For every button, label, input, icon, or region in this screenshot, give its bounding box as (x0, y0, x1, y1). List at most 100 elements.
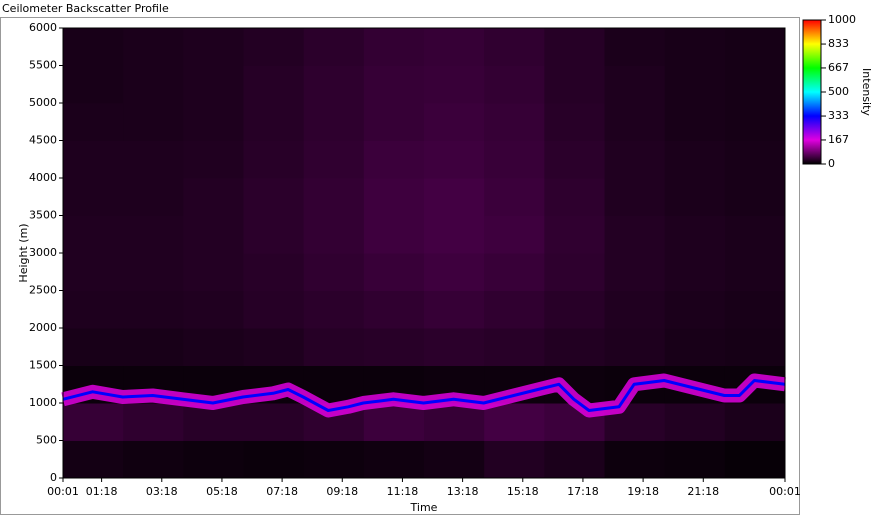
heat-cell (363, 253, 425, 291)
heat-cell (123, 65, 184, 104)
heat-cell (664, 215, 726, 254)
heat-cell (604, 28, 666, 66)
heat-cell (123, 328, 184, 366)
y-tick-label: 1500 (29, 359, 57, 372)
heat-cell (484, 215, 545, 254)
heat-cell (123, 403, 184, 441)
heat-cell (303, 103, 365, 141)
x-tick-label: 00:01 (769, 485, 801, 498)
heat-cell (63, 290, 124, 329)
heat-cell (424, 103, 485, 141)
y-tick-label: 6000 (29, 21, 57, 34)
y-tick-label: 2500 (29, 284, 57, 297)
heat-cell (183, 215, 244, 254)
heat-cell (123, 253, 184, 291)
heat-cell (604, 65, 666, 104)
x-tick-label: 17:18 (567, 485, 599, 498)
heat-cell (243, 178, 305, 216)
heat-cell (123, 290, 184, 329)
heat-cell (424, 403, 485, 441)
x-tick-label: 11:18 (387, 485, 419, 498)
heat-cell (724, 290, 786, 329)
heat-cell (544, 178, 605, 216)
y-tick-label: 1000 (29, 396, 57, 409)
heat-cell (363, 290, 425, 329)
heat-cell (243, 290, 305, 329)
heat-cell (544, 253, 605, 291)
heat-cell (544, 328, 605, 366)
heat-cell (243, 403, 305, 441)
heat-cell (544, 290, 605, 329)
heat-cell (303, 290, 365, 329)
colorbar-label: Intensity (860, 68, 873, 116)
heat-cell (724, 215, 786, 254)
heat-cell (243, 65, 305, 104)
heat-cell (724, 440, 786, 479)
heat-cell (604, 103, 666, 141)
heat-cell (243, 103, 305, 141)
heat-cell (123, 103, 184, 141)
heatmap (61, 28, 786, 479)
colorbar-tick-label: 500 (828, 85, 849, 98)
heat-cell (664, 328, 726, 366)
heat-cell (183, 103, 244, 141)
heat-cell (363, 215, 425, 254)
heat-cell (724, 178, 786, 216)
heat-cell (424, 215, 485, 254)
heat-cell (183, 253, 244, 291)
y-axis-label: Height (m) (17, 223, 30, 282)
heat-cell (183, 440, 244, 479)
y-tick-label: 5500 (29, 59, 57, 72)
y-tick-label: 3500 (29, 209, 57, 222)
heat-cell (424, 140, 485, 179)
x-tick-label: 07:18 (266, 485, 298, 498)
heat-cell (724, 328, 786, 366)
heat-cell (484, 290, 545, 329)
heat-cell (243, 215, 305, 254)
heat-cell (604, 140, 666, 179)
heat-cell (63, 65, 124, 104)
heat-cell (664, 178, 726, 216)
heat-cell (303, 440, 365, 479)
heat-cell (183, 178, 244, 216)
heat-cell (123, 28, 184, 66)
heat-cell (544, 65, 605, 104)
heat-cell (424, 290, 485, 329)
heat-cell (664, 253, 726, 291)
colorbar-tick-label: 333 (828, 109, 849, 122)
colorbar-tick-label: 1000 (828, 13, 856, 26)
heat-cell (664, 290, 726, 329)
heat-cell (484, 103, 545, 141)
heat-cell (363, 178, 425, 216)
heat-cell (484, 328, 545, 366)
x-tick-label: 05:18 (206, 485, 238, 498)
heat-cell (724, 403, 786, 441)
heat-cell (604, 290, 666, 329)
colorbar-tick-label: 667 (828, 61, 849, 74)
heat-cell (664, 440, 726, 479)
heat-cell (544, 440, 605, 479)
heat-cell (243, 253, 305, 291)
colorbar-tick-label: 167 (828, 133, 849, 146)
x-tick-label: 15:18 (507, 485, 539, 498)
heat-cell (724, 253, 786, 291)
heat-cell (123, 215, 184, 254)
y-tick-label: 5000 (29, 96, 57, 109)
heat-cell (484, 140, 545, 179)
x-tick-label: 03:18 (146, 485, 178, 498)
heat-cell (63, 215, 124, 254)
heat-cell (604, 215, 666, 254)
heat-cell (63, 178, 124, 216)
heat-cell (484, 403, 545, 441)
heat-cell (303, 65, 365, 104)
y-tick-label: 2000 (29, 321, 57, 334)
x-tick-label: 13:18 (447, 485, 479, 498)
x-tick-label: 21:18 (687, 485, 719, 498)
heat-cell (724, 140, 786, 179)
heat-cell (183, 140, 244, 179)
heat-cell (363, 28, 425, 66)
heat-cell (363, 328, 425, 366)
heat-cell (484, 253, 545, 291)
heat-cell (243, 328, 305, 366)
